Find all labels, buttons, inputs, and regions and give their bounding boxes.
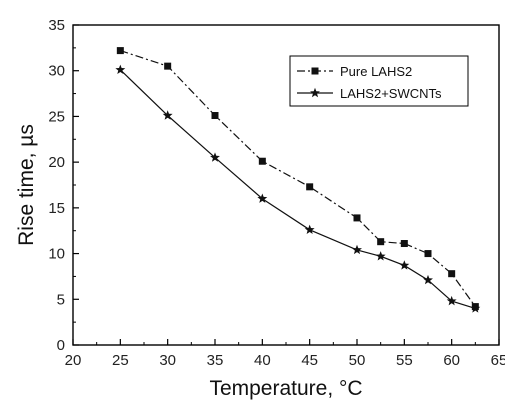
x-tick-label: 20 — [65, 352, 82, 369]
legend-label: LAHS2+SWCNTs — [340, 86, 442, 101]
series-2 — [115, 64, 481, 313]
x-tick-label: 25 — [112, 352, 129, 369]
data-point — [116, 47, 124, 55]
x-tick-label: 40 — [254, 352, 271, 369]
data-point — [162, 110, 173, 120]
data-point — [164, 62, 172, 70]
legend-box — [289, 55, 469, 107]
data-point — [210, 152, 220, 162]
legend-marker — [310, 87, 320, 98]
x-tick-label: 65 — [491, 352, 505, 369]
data-point — [399, 260, 410, 270]
x-tick-label: 55 — [396, 352, 413, 369]
data-point — [375, 251, 386, 261]
x-tick-label: 50 — [349, 352, 366, 369]
y-tick-label: 20 — [48, 154, 65, 171]
data-point — [353, 214, 361, 222]
legend-marker — [311, 67, 319, 75]
y-tick-label: 25 — [48, 108, 65, 125]
data-point — [423, 274, 433, 285]
data-point — [400, 240, 408, 248]
data-point — [257, 193, 268, 203]
data-point — [470, 303, 481, 313]
y-axis: 0 5 10 15 20 25 30 35 — [48, 17, 79, 354]
y-tick-label: 10 — [48, 246, 65, 263]
data-point — [211, 112, 219, 120]
data-point — [352, 244, 362, 255]
plot-series — [115, 47, 481, 313]
data-point — [424, 250, 432, 258]
legend-items: Pure LAHS2 LAHS2+SWCNTs — [297, 64, 442, 101]
y-tick-label: 35 — [48, 17, 65, 34]
x-tick-label: 35 — [207, 352, 224, 369]
data-point — [115, 64, 126, 75]
y-axis-title: Rise time, µs — [15, 124, 38, 246]
data-point — [258, 157, 266, 165]
legend: Pure LAHS2 LAHS2+SWCNTs — [289, 55, 469, 107]
y-tick-label: 30 — [48, 63, 65, 80]
data-point — [446, 295, 457, 306]
data-point — [304, 224, 315, 235]
y-tick-label: 15 — [48, 200, 65, 217]
x-axis-title: Temperature, °C — [209, 377, 362, 400]
legend-label: Pure LAHS2 — [340, 64, 412, 79]
y-tick-label: 5 — [57, 291, 65, 308]
data-point — [448, 270, 456, 278]
x-axis: 20 25 30 35 40 45 50 55 60 65 — [65, 339, 505, 369]
y-tick-label: 0 — [57, 337, 65, 354]
data-point — [306, 183, 314, 191]
data-point — [377, 238, 385, 246]
x-tick-label: 30 — [159, 352, 176, 369]
x-tick-label: 45 — [301, 352, 318, 369]
x-tick-label: 60 — [443, 352, 460, 369]
